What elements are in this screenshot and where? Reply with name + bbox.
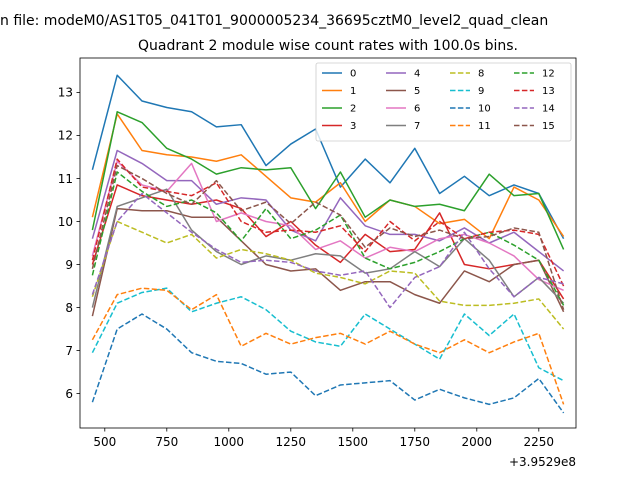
legend-label-15: 15 <box>542 121 555 132</box>
y-tick-label: 6 <box>65 387 73 401</box>
plot-area: 500 750 1000 1250 1500 1750 2000 22506789101112… <box>58 57 577 449</box>
axes-frame <box>79 57 577 429</box>
x-tick-label: 2250 <box>524 435 555 449</box>
x-tick-label: 500 <box>93 435 116 449</box>
series-line-0 <box>91 74 565 240</box>
legend-label-14: 14 <box>542 104 555 115</box>
legend-label-5: 5 <box>414 86 420 97</box>
legend-label-4: 4 <box>414 69 420 80</box>
legend-label-10: 10 <box>478 104 491 115</box>
y-tick-label: 13 <box>58 86 73 100</box>
legend-label-0: 0 <box>350 69 356 80</box>
x-tick-label: 1250 <box>276 435 307 449</box>
y-tick-label: 12 <box>58 129 73 143</box>
y-tick-label: 11 <box>58 172 73 186</box>
legend-label-3: 3 <box>350 121 356 132</box>
legend-label-7: 7 <box>414 121 420 132</box>
legend-label-13: 13 <box>542 86 555 97</box>
x-tick-label: 1000 <box>214 435 245 449</box>
series-line-13 <box>91 158 565 287</box>
x-tick-label: 750 <box>155 435 178 449</box>
x-tick-label: 1750 <box>400 435 431 449</box>
chart-title: Quadrant 2 module wise count rates with … <box>138 38 518 54</box>
legend-label-8: 8 <box>478 69 484 80</box>
figure-suptitle: n file: modeM0/AS1T05_041T01_9000005234_… <box>0 13 548 29</box>
x-tick-label: 2000 <box>462 435 493 449</box>
y-tick-label: 10 <box>58 215 73 229</box>
x-axis-offset-label: +3.9529e8 <box>509 455 576 469</box>
series-line-14 <box>91 192 564 309</box>
legend-label-9: 9 <box>478 86 484 97</box>
legend-label-6: 6 <box>414 104 420 115</box>
series-line-4 <box>91 149 565 272</box>
series-line-3 <box>91 184 565 300</box>
legend-label-11: 11 <box>478 121 491 132</box>
series-line-6 <box>91 160 564 292</box>
series-line-5 <box>91 207 565 317</box>
series-lines <box>91 74 565 414</box>
series-line-8 <box>91 220 565 330</box>
series-line-11 <box>91 287 565 405</box>
y-tick-label: 8 <box>65 301 73 315</box>
x-tick-label: 1500 <box>338 435 369 449</box>
y-tick-label: 7 <box>65 344 73 358</box>
series-line-9 <box>91 287 564 382</box>
series-line-10 <box>91 313 565 414</box>
legend-box <box>315 62 572 142</box>
legend-label-2: 2 <box>350 104 356 115</box>
y-tick-label: 9 <box>65 258 73 272</box>
series-line-15 <box>91 164 565 310</box>
series-line-2 <box>91 111 565 250</box>
series-line-1 <box>91 113 565 240</box>
legend-label-12: 12 <box>542 69 555 80</box>
legend-label-1: 1 <box>350 86 356 97</box>
